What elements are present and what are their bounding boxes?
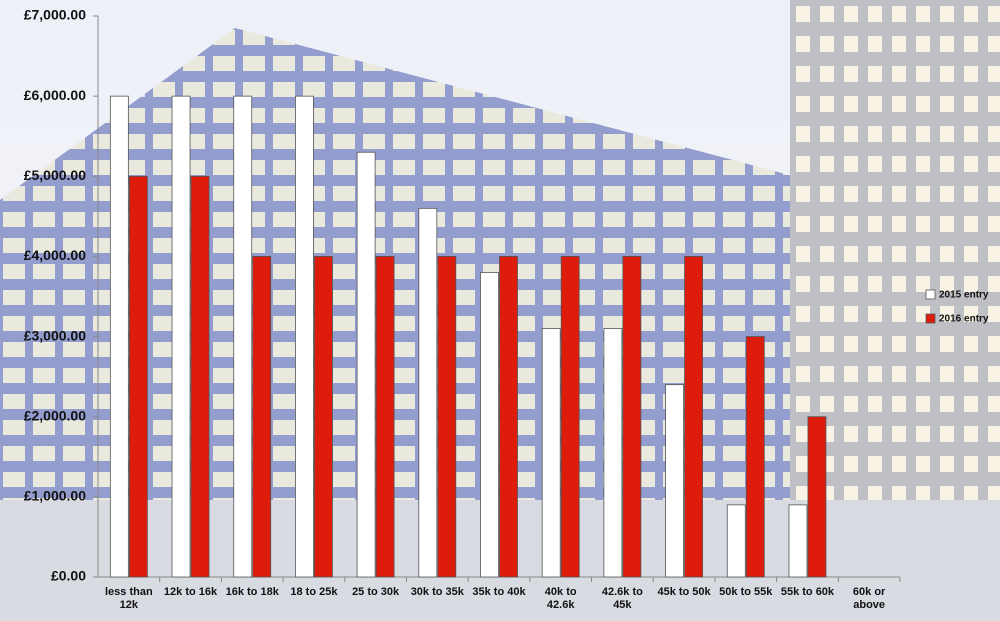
legend-swatch	[925, 289, 936, 300]
bar	[314, 256, 333, 578]
bar	[499, 256, 518, 578]
bar	[109, 95, 129, 578]
x-tick-label: less than 12k	[105, 586, 153, 611]
y-tick-label: £6,000.00	[24, 87, 86, 103]
x-tick-label: 25 to 30k	[352, 586, 400, 598]
legend-label: 2015 entry	[939, 290, 989, 301]
legend-label: 2016 entry	[939, 314, 989, 325]
bar	[560, 256, 580, 578]
y-tick-label: £1,000.00	[24, 488, 86, 504]
bar	[665, 384, 684, 578]
x-tick-label: 40k to 42.6k	[544, 586, 577, 611]
bar	[603, 328, 623, 578]
y-tick-label: £5,000.00	[24, 167, 86, 183]
bar	[375, 256, 395, 578]
bar	[190, 175, 210, 578]
bar	[726, 504, 746, 578]
x-tick-label: 30k to 35k	[410, 586, 464, 598]
bar	[480, 272, 499, 578]
bar	[788, 504, 808, 578]
x-tick-label: 18 to 25k	[290, 586, 338, 598]
y-tick-label: £2,000.00	[24, 407, 86, 423]
bar	[295, 95, 314, 578]
bar	[252, 256, 272, 578]
x-tick-label: 55k to 60k	[780, 586, 835, 598]
x-tick-label: 35k to 40k	[472, 586, 526, 598]
x-tick-label: 45k to 50k	[657, 586, 711, 598]
y-tick-label: £0.00	[51, 568, 86, 584]
bar	[418, 207, 438, 578]
bar	[622, 256, 642, 578]
y-tick-label: £7,000.00	[24, 7, 86, 23]
y-tick-label: £4,000.00	[24, 247, 86, 263]
bar	[745, 336, 765, 578]
y-tick-label: £3,000.00	[24, 327, 86, 343]
x-tick-label: 42.6k to 45k	[601, 586, 643, 611]
bar	[171, 95, 191, 578]
bar	[437, 256, 457, 578]
bar	[807, 416, 827, 578]
bar	[684, 256, 703, 578]
bar	[356, 151, 376, 578]
legend-swatch	[925, 313, 936, 324]
x-tick-label: 12k to 16k	[163, 586, 218, 598]
bar	[233, 95, 253, 578]
x-tick-label: 16k to 18k	[225, 586, 279, 598]
bar	[541, 328, 561, 578]
x-tick-label: 60k or above	[852, 586, 886, 611]
bar	[128, 175, 148, 578]
x-tick-label: 50k to 55k	[719, 586, 773, 598]
